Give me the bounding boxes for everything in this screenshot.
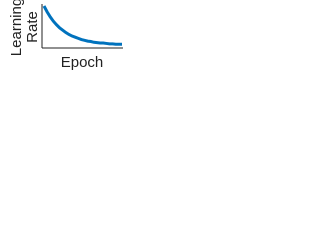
page: Epoch Learning Rate (() => { const data … — [0, 0, 132, 99]
x-axis-label: Epoch — [61, 54, 104, 71]
y-axis-label: Rate — [24, 11, 41, 43]
chart: Epoch Learning Rate — [8, 0, 123, 71]
y-axis-label: Learning — [8, 0, 25, 56]
line — [42, 5, 122, 46]
